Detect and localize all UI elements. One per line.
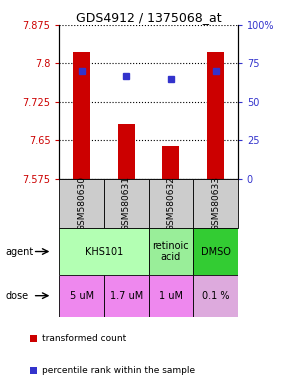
Bar: [118, 124, 135, 179]
Bar: [193, 228, 238, 275]
Title: GDS4912 / 1375068_at: GDS4912 / 1375068_at: [76, 11, 222, 24]
Text: GSM580630: GSM580630: [77, 176, 86, 231]
Bar: [59, 179, 104, 228]
Bar: [30, 367, 37, 374]
Bar: [148, 275, 193, 317]
Bar: [30, 335, 37, 343]
Text: agent: agent: [6, 247, 34, 257]
Bar: [193, 179, 238, 228]
Bar: [162, 146, 180, 179]
Bar: [148, 228, 193, 275]
Bar: [207, 52, 224, 179]
Text: DMSO: DMSO: [201, 247, 231, 257]
Bar: [59, 228, 148, 275]
Text: 5 uM: 5 uM: [70, 291, 94, 301]
Bar: [193, 275, 238, 317]
Text: GSM580631: GSM580631: [122, 176, 131, 231]
Text: GSM580633: GSM580633: [211, 176, 220, 231]
Text: retinoic
acid: retinoic acid: [153, 241, 189, 262]
Bar: [73, 52, 90, 179]
Text: KHS101: KHS101: [85, 247, 123, 257]
Bar: [59, 275, 104, 317]
Text: dose: dose: [6, 291, 29, 301]
Text: 0.1 %: 0.1 %: [202, 291, 229, 301]
Text: 1.7 uM: 1.7 uM: [110, 291, 143, 301]
Text: GSM580632: GSM580632: [166, 176, 175, 231]
Bar: [104, 179, 148, 228]
Text: transformed count: transformed count: [42, 334, 126, 343]
Bar: [104, 275, 148, 317]
Text: 1 uM: 1 uM: [159, 291, 183, 301]
Text: percentile rank within the sample: percentile rank within the sample: [42, 366, 195, 375]
Bar: [148, 179, 193, 228]
